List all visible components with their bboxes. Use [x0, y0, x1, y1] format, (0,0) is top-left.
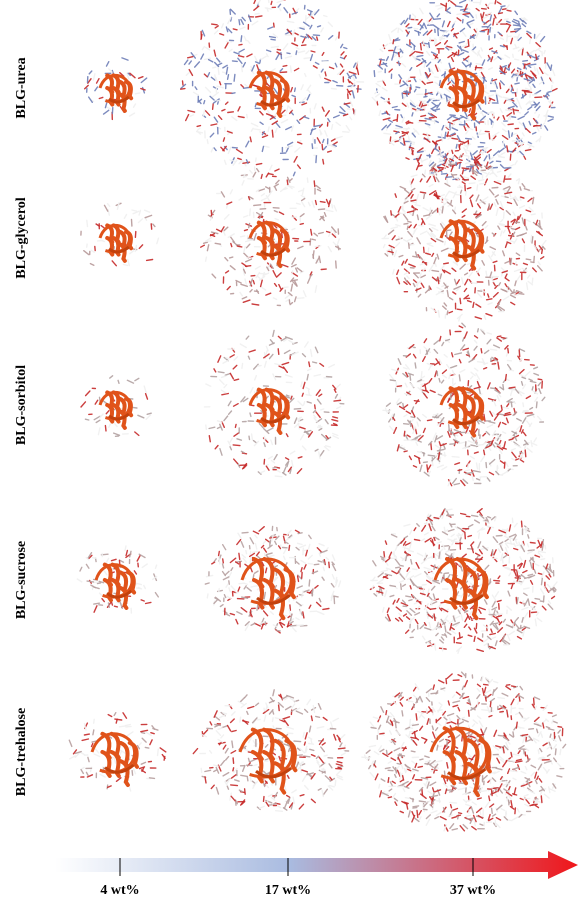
- protein-ribbon: [98, 223, 134, 263]
- protein-ribbon: [439, 69, 485, 121]
- row-label-text: BLG-trehalose: [14, 707, 29, 797]
- solvent-cloud: [179, 0, 365, 180]
- snapshot-urea-2: [172, 0, 372, 188]
- tick-label-17wt: 17 wt%: [264, 883, 312, 898]
- solvent-cloud: [382, 322, 546, 487]
- concentration-scale-arrow: [55, 851, 578, 879]
- row-label-text: BLG-urea: [14, 57, 29, 119]
- protein-ribbon: [90, 731, 139, 788]
- tick-label-4wt: 4 wt%: [100, 883, 140, 898]
- row-label-text: BLG-sorbitol: [14, 364, 29, 446]
- simulation-snapshot-grid: BLG-urea BLG-glycerol BLG-sorbitol BLG-s…: [14, 0, 567, 832]
- snapshot-sorbitol-2: [190, 323, 354, 487]
- snapshot-trehalose-2: [192, 672, 352, 832]
- protein-ribbon: [439, 219, 485, 271]
- solvent-cloud: [203, 329, 345, 478]
- solvent-cloud: [369, 507, 558, 655]
- row-label-text: BLG-sucrose: [14, 540, 29, 620]
- protein-ribbon: [98, 73, 134, 113]
- protein-ribbon: [248, 70, 291, 118]
- snapshot-glycerol-3: [373, 146, 557, 330]
- tick-label-37wt: 37 wt%: [449, 883, 497, 898]
- row-label-text: BLG-glycerol: [14, 197, 29, 279]
- snapshot-sucrose-2: [200, 508, 344, 652]
- protein-ribbon: [240, 557, 296, 621]
- protein-ribbon: [439, 386, 485, 438]
- solvent-cloud: [371, 0, 558, 181]
- protein-ribbon: [94, 562, 137, 610]
- snapshot-sucrose-1: [68, 530, 168, 630]
- snapshot-urea-3: [363, 0, 567, 190]
- solvent-cloud: [204, 525, 342, 634]
- snapshot-glycerol-2: [192, 158, 352, 318]
- protein-ribbon: [98, 390, 134, 430]
- protein-ribbon: [429, 726, 492, 798]
- protein-ribbon: [248, 387, 291, 435]
- protein-ribbon: [433, 557, 489, 621]
- gradient-arrow: [55, 851, 578, 879]
- snapshot-glycerol-1: [68, 188, 168, 288]
- snapshot-trehalose-3: [361, 650, 567, 854]
- snapshot-sorbitol-3: [375, 315, 555, 495]
- protein-ribbon: [238, 727, 298, 795]
- snapshot-trehalose-1: [63, 697, 173, 807]
- snapshot-sorbitol-1: [73, 360, 163, 450]
- snapshot-urea-1: [76, 46, 160, 130]
- snapshot-sucrose-3: [369, 485, 560, 675]
- protein-ribbon: [248, 220, 291, 268]
- solvent-cloud: [199, 167, 342, 307]
- solvent-cloud: [80, 201, 160, 267]
